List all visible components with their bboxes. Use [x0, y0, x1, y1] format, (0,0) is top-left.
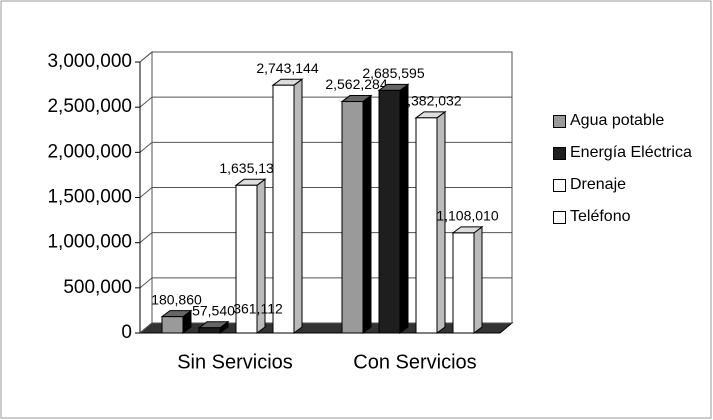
legend-item: Teléfono: [553, 208, 703, 226]
bar: [272, 84, 295, 334]
bar: [452, 232, 475, 334]
legend-item: Agua potable: [553, 112, 703, 130]
value-label: 2,743,144: [256, 60, 318, 76]
bar: [341, 101, 364, 334]
legend-item: Energía Eléctrica: [553, 144, 703, 162]
value-label: 2,562,284: [325, 76, 387, 92]
bar-side: [362, 94, 372, 334]
legend: Agua potable Energía Eléctrica Drenaje Telé…: [553, 112, 703, 240]
value-label: 1,108,010: [436, 208, 498, 224]
x-tick-label: Sin Servicios: [177, 351, 293, 373]
y-tick-label: 1,000,000: [47, 232, 132, 253]
bar: [161, 316, 184, 334]
value-label: 2,685,595: [362, 65, 424, 81]
value-label: 57,540: [192, 303, 235, 319]
y-tick-label: 2,500,000: [47, 96, 132, 117]
legend-label: Teléfono: [570, 208, 631, 225]
y-tick-label: 3,000,000: [47, 51, 132, 72]
grid-line: [139, 51, 512, 63]
legend-swatch: [553, 147, 566, 160]
bar: [198, 327, 221, 334]
value-label: 180,860: [151, 291, 202, 307]
bar-side: [473, 225, 483, 334]
bar: [415, 117, 438, 334]
bar: [235, 184, 258, 334]
legend-item: Drenaje: [553, 176, 703, 194]
bar: [378, 89, 401, 334]
legend-swatch: [553, 179, 566, 192]
bar-side: [399, 83, 409, 334]
value-label: 1,635,134: [219, 160, 281, 176]
legend-swatch: [553, 115, 566, 128]
annotation: 361,112: [233, 301, 283, 317]
y-tick-label: 500,000: [63, 277, 132, 298]
legend-label: Energía Eléctrica: [570, 144, 692, 161]
x-tick-label: Con Servicios: [353, 351, 476, 373]
legend-label: Agua potable: [570, 112, 665, 129]
y-tick-label: 1,500,000: [47, 187, 132, 208]
legend-swatch: [553, 211, 566, 224]
legend-label: Drenaje: [570, 176, 627, 193]
bar-side: [293, 78, 303, 334]
value-label: 2,382,032: [399, 93, 461, 109]
y-tick-label: 2,000,000: [47, 141, 132, 162]
y-tick-label: 0: [121, 322, 132, 343]
